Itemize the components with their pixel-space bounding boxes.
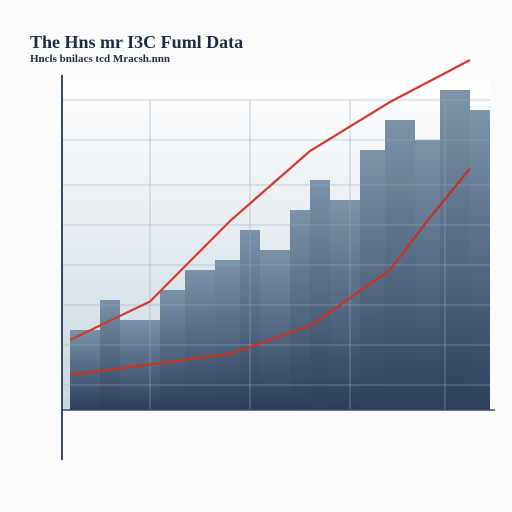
line-series xyxy=(69,59,471,341)
line-series xyxy=(69,167,471,377)
grid xyxy=(62,99,490,410)
chart-subtitle: Hncls bnilacs tcd Mracsh.nnn xyxy=(30,53,170,65)
chart-title: The Hns mr I3C Fuml Data xyxy=(30,32,243,52)
